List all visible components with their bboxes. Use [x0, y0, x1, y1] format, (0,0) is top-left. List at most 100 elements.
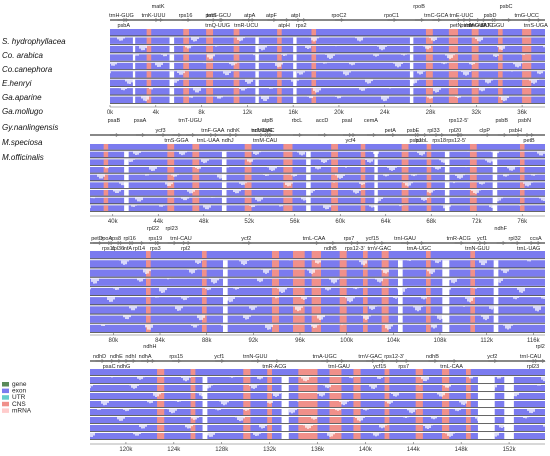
cns-region: [103, 182, 109, 188]
exon-band: [110, 45, 545, 53]
cns-region: [298, 409, 318, 415]
cns-region: [401, 144, 409, 150]
tick-label: 8k: [198, 110, 205, 116]
cns-region: [381, 269, 389, 277]
cns-region: [519, 182, 525, 188]
gene-label: psbB: [496, 118, 509, 124]
gene-arrow-icon: [215, 359, 225, 363]
alignment-gap: [504, 377, 514, 383]
cns-region: [519, 174, 525, 181]
cns-region: [442, 377, 450, 383]
gene-label: rpl2: [181, 246, 190, 252]
cns-region: [425, 96, 433, 103]
cns-region: [103, 205, 109, 211]
gene-label: rps18: [432, 138, 446, 144]
cns-region: [384, 401, 390, 407]
cns-region: [425, 45, 433, 53]
cns-region: [233, 45, 240, 53]
alignment-gap: [398, 278, 403, 286]
cns-region: [277, 54, 282, 61]
cns-region: [311, 306, 321, 314]
similarity-profile: [109, 71, 543, 76]
gene-label: ndhC: [252, 128, 265, 134]
cns-region: [339, 297, 347, 305]
cns-region: [157, 393, 165, 399]
gene-arrow-icon: [390, 359, 400, 363]
cns-region: [206, 88, 214, 95]
cns-region: [415, 425, 423, 431]
cns-region: [401, 205, 409, 211]
gene-arrow-icon: [242, 241, 252, 245]
cns-region: [103, 190, 109, 196]
similarity-profile: [113, 190, 481, 194]
alignment-gap: [492, 205, 498, 211]
gene-arrow-icon: [242, 18, 252, 22]
alignment-track: [90, 369, 545, 376]
cns-region: [283, 144, 293, 150]
cns-region: [293, 278, 305, 286]
cns-region: [293, 287, 305, 296]
gene-label: trnA-UGC: [313, 354, 337, 360]
alignment-track: [109, 71, 545, 79]
gene-arrow-icon: [375, 241, 385, 245]
cns-region: [311, 54, 317, 61]
gene-label: trnS-GCU: [207, 13, 231, 19]
gene-label: rps11: [102, 246, 115, 252]
gene-label: atpB: [262, 118, 274, 124]
alignment-gap: [444, 159, 450, 165]
alignment-gap: [374, 167, 378, 173]
gene-label: trnE-UUC: [450, 13, 474, 19]
alignment-gap: [281, 433, 289, 439]
tick-label: 32k: [471, 110, 482, 116]
alignment-gap: [398, 287, 403, 296]
cns-region: [277, 79, 282, 87]
cns-region: [233, 88, 240, 95]
alignment-gap: [398, 260, 403, 268]
gene-arrow-icon: [531, 18, 542, 22]
exon-band: [110, 79, 545, 87]
tick-label: 24k: [380, 110, 391, 116]
cns-region: [381, 287, 389, 296]
exon-band: [90, 144, 545, 150]
gene-arrow-icon: [415, 241, 425, 245]
alignment-gap: [477, 377, 495, 383]
cns-region: [425, 62, 433, 70]
cns-region: [277, 88, 282, 95]
alignment-gap: [202, 409, 208, 415]
cns-region: [311, 278, 321, 286]
gene-label: psbM: [460, 23, 474, 29]
legend-swatch: [2, 401, 9, 407]
cns-region: [469, 167, 477, 173]
cns-region: [329, 409, 342, 415]
exon-band: [90, 205, 545, 211]
alignment-gap: [124, 205, 129, 211]
cns-region: [339, 251, 347, 259]
alignment-gap: [493, 287, 499, 296]
gene-arrow-icon: [326, 241, 336, 245]
gene-label: ndhK: [227, 128, 240, 134]
tick-label: 108k: [433, 338, 447, 344]
gene-label: ycf1: [477, 236, 487, 242]
alignment-gap: [124, 190, 129, 196]
cns-region: [277, 71, 282, 78]
cns-region: [157, 401, 165, 407]
legend-label: UTR: [12, 394, 26, 401]
alignment-gap: [398, 297, 403, 305]
exon-band: [90, 182, 545, 188]
cns-region: [190, 409, 196, 415]
alignment-gap: [221, 205, 227, 211]
alignment-gap: [504, 401, 514, 407]
cns-region: [426, 278, 431, 286]
alignment-track: [90, 159, 545, 166]
alignment-track: [110, 54, 545, 62]
cns-region: [311, 297, 321, 305]
cns-region: [401, 197, 409, 204]
cns-region: [311, 324, 321, 332]
alignment-track: [90, 167, 545, 174]
similarity-profile: [119, 260, 531, 266]
cns-region: [426, 167, 432, 173]
cns-region: [202, 297, 207, 305]
alignment-gap: [255, 54, 259, 61]
gene-label: trnD-GUC: [469, 23, 493, 29]
